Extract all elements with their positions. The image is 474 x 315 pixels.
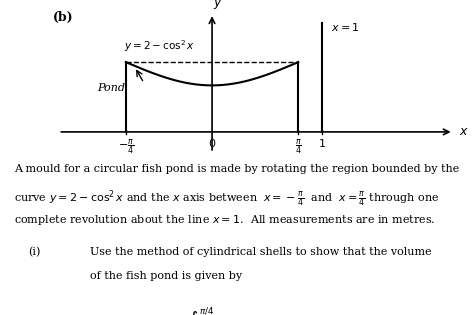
Text: curve $y = 2-\cos^2 x$ and the $x$ axis between  $x = -\frac{\pi}{4}$  and  $x =: curve $y = 2-\cos^2 x$ and the $x$ axis … (14, 188, 439, 209)
Text: $x$: $x$ (459, 125, 469, 138)
Text: Pond: Pond (97, 83, 125, 93)
Text: $y$: $y$ (213, 0, 222, 11)
Text: $x = 1$: $x = 1$ (330, 21, 359, 33)
Text: $1$: $1$ (318, 137, 326, 150)
Text: $0$: $0$ (208, 137, 216, 150)
Text: $V = \pi \int_{-\pi/4}^{\pi/4} (1-x)\cos 2x\, dx$: $V = \pi \int_{-\pi/4}^{\pi/4} (1-x)\cos… (157, 306, 317, 315)
Text: (i): (i) (28, 247, 41, 257)
Text: $\frac{\pi}{4}$: $\frac{\pi}{4}$ (295, 137, 302, 156)
Text: A mould for a circular fish pond is made by rotating the region bounded by the: A mould for a circular fish pond is made… (14, 164, 459, 174)
Text: $-\frac{\pi}{4}$: $-\frac{\pi}{4}$ (118, 137, 134, 156)
Text: (b): (b) (53, 11, 73, 24)
Text: $y = 2-\cos^2 x$: $y = 2-\cos^2 x$ (124, 38, 194, 54)
Text: complete revolution about the line $x = 1$.  All measurements are in metres.: complete revolution about the line $x = … (14, 213, 436, 226)
Text: Use the method of cylindrical shells to show that the volume: Use the method of cylindrical shells to … (90, 247, 432, 257)
Text: of the fish pond is given by: of the fish pond is given by (90, 271, 242, 281)
